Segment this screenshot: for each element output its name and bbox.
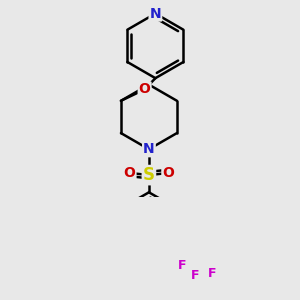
Text: N: N xyxy=(143,142,155,156)
Text: F: F xyxy=(178,259,187,272)
Text: S: S xyxy=(143,166,155,184)
Text: O: O xyxy=(139,82,151,97)
Text: O: O xyxy=(124,166,136,180)
Text: O: O xyxy=(162,166,174,180)
Text: F: F xyxy=(191,269,200,282)
Text: N: N xyxy=(150,7,161,20)
Text: F: F xyxy=(208,267,216,280)
